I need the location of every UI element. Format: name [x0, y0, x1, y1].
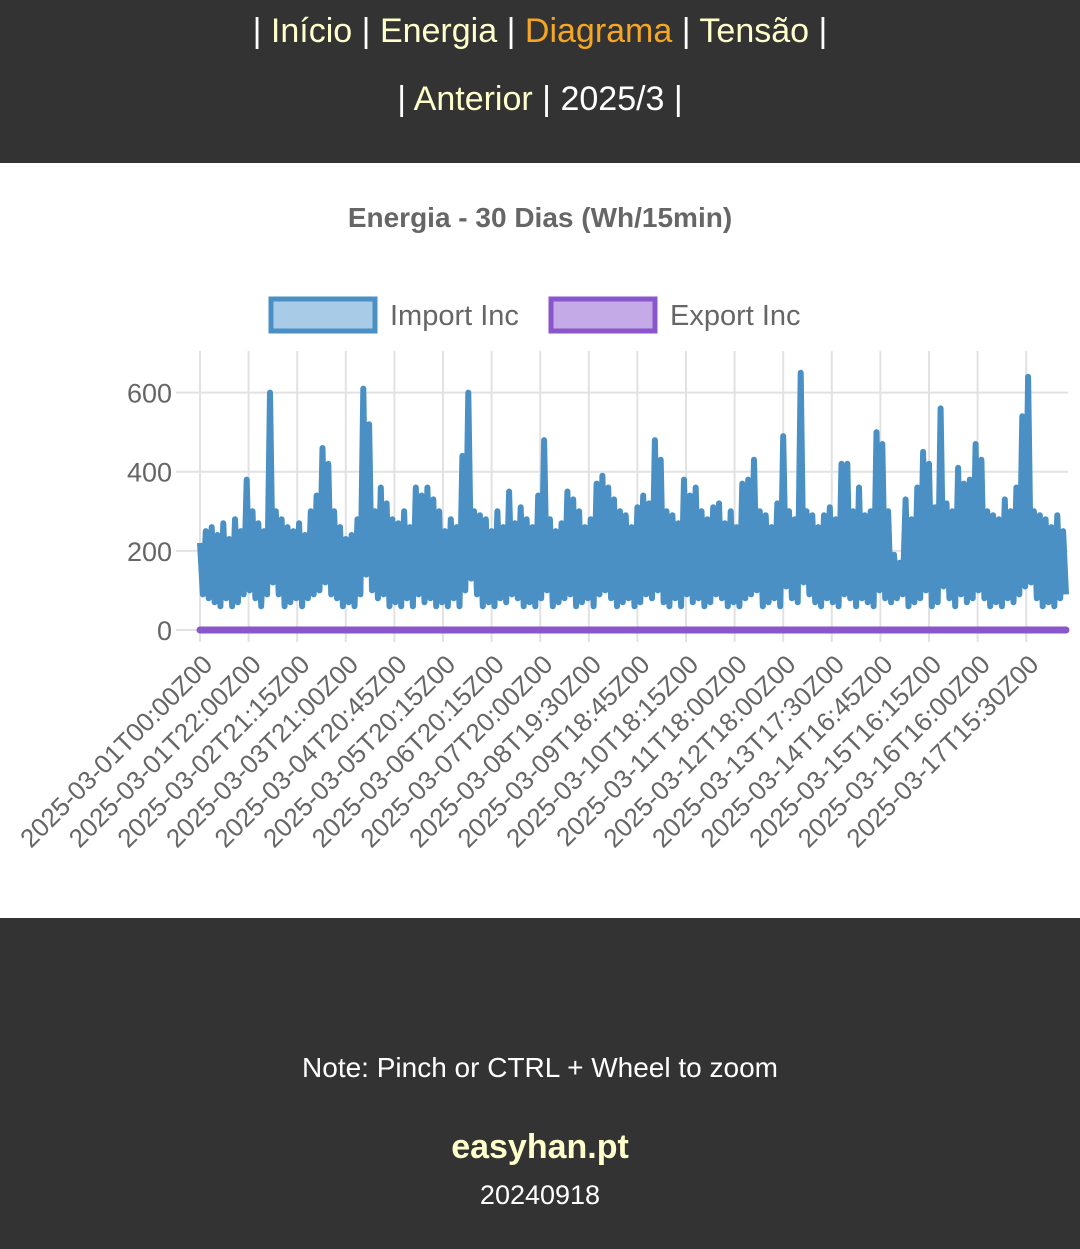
nav-separator: | — [818, 12, 828, 50]
series-line-import-inc — [197, 369, 1069, 610]
legend-swatch — [548, 296, 658, 334]
nav-separator: | — [361, 12, 371, 50]
nav-separator: | — [542, 80, 552, 118]
nav-separator: | — [681, 12, 691, 50]
nav-link-energy[interactable]: Energia — [379, 12, 498, 50]
nav-separator: | — [397, 80, 407, 118]
nav-separator: | — [506, 12, 516, 50]
legend-item-export-inc[interactable]: Export Inc — [548, 296, 801, 334]
footer: Note: Pinch or CTRL + Wheel to zoom easy… — [0, 918, 1080, 1249]
y-tick-label: 0 — [157, 616, 172, 646]
legend-item-import-inc[interactable]: Import Inc — [268, 296, 519, 334]
chart-axes: 02004006002025-03-01T00:00Z002025-03-01T… — [14, 379, 1044, 854]
nav-separator: | — [673, 80, 683, 118]
current-period-label: 2025/3 — [560, 80, 665, 118]
energy-chart[interactable]: 02004006002025-03-01T00:00Z002025-03-01T… — [0, 163, 1080, 918]
y-tick-label: 600 — [127, 379, 172, 409]
y-tick-label: 400 — [127, 458, 172, 488]
chart-legend[interactable]: Import Inc Export Inc — [268, 296, 801, 334]
nav-row-period: | Anterior | 2025/3 | — [0, 80, 1080, 119]
chart-panel[interactable]: 0 200 400 600 2025-03-01T00:00Z00 2025-03-01T… — [0, 163, 1080, 918]
legend-swatch — [268, 296, 378, 334]
nav-row-primary: | Início | Energia | Diagrama | Tensão | — [0, 12, 1080, 51]
chart-title: Energia - 30 Dias (Wh/15min) — [348, 202, 732, 233]
brand-name[interactable]: easyhan.pt — [451, 1128, 629, 1166]
nav-link-home[interactable]: Início — [270, 12, 353, 50]
nav-link-diagram[interactable]: Diagrama — [524, 12, 673, 50]
nav-link-previous[interactable]: Anterior — [413, 80, 533, 118]
y-tick-label: 200 — [127, 537, 172, 567]
top-navigation: | Início | Energia | Diagrama | Tensão |… — [0, 0, 1080, 163]
legend-label: Export Inc — [670, 300, 801, 332]
chart-data-layer — [196, 369, 1070, 634]
nav-link-voltage[interactable]: Tensão — [699, 12, 810, 50]
zoom-note: Note: Pinch or CTRL + Wheel to zoom — [302, 1052, 778, 1083]
legend-label: Import Inc — [390, 300, 519, 332]
nav-separator: | — [252, 12, 262, 50]
version-label: 20240918 — [479, 1180, 601, 1210]
